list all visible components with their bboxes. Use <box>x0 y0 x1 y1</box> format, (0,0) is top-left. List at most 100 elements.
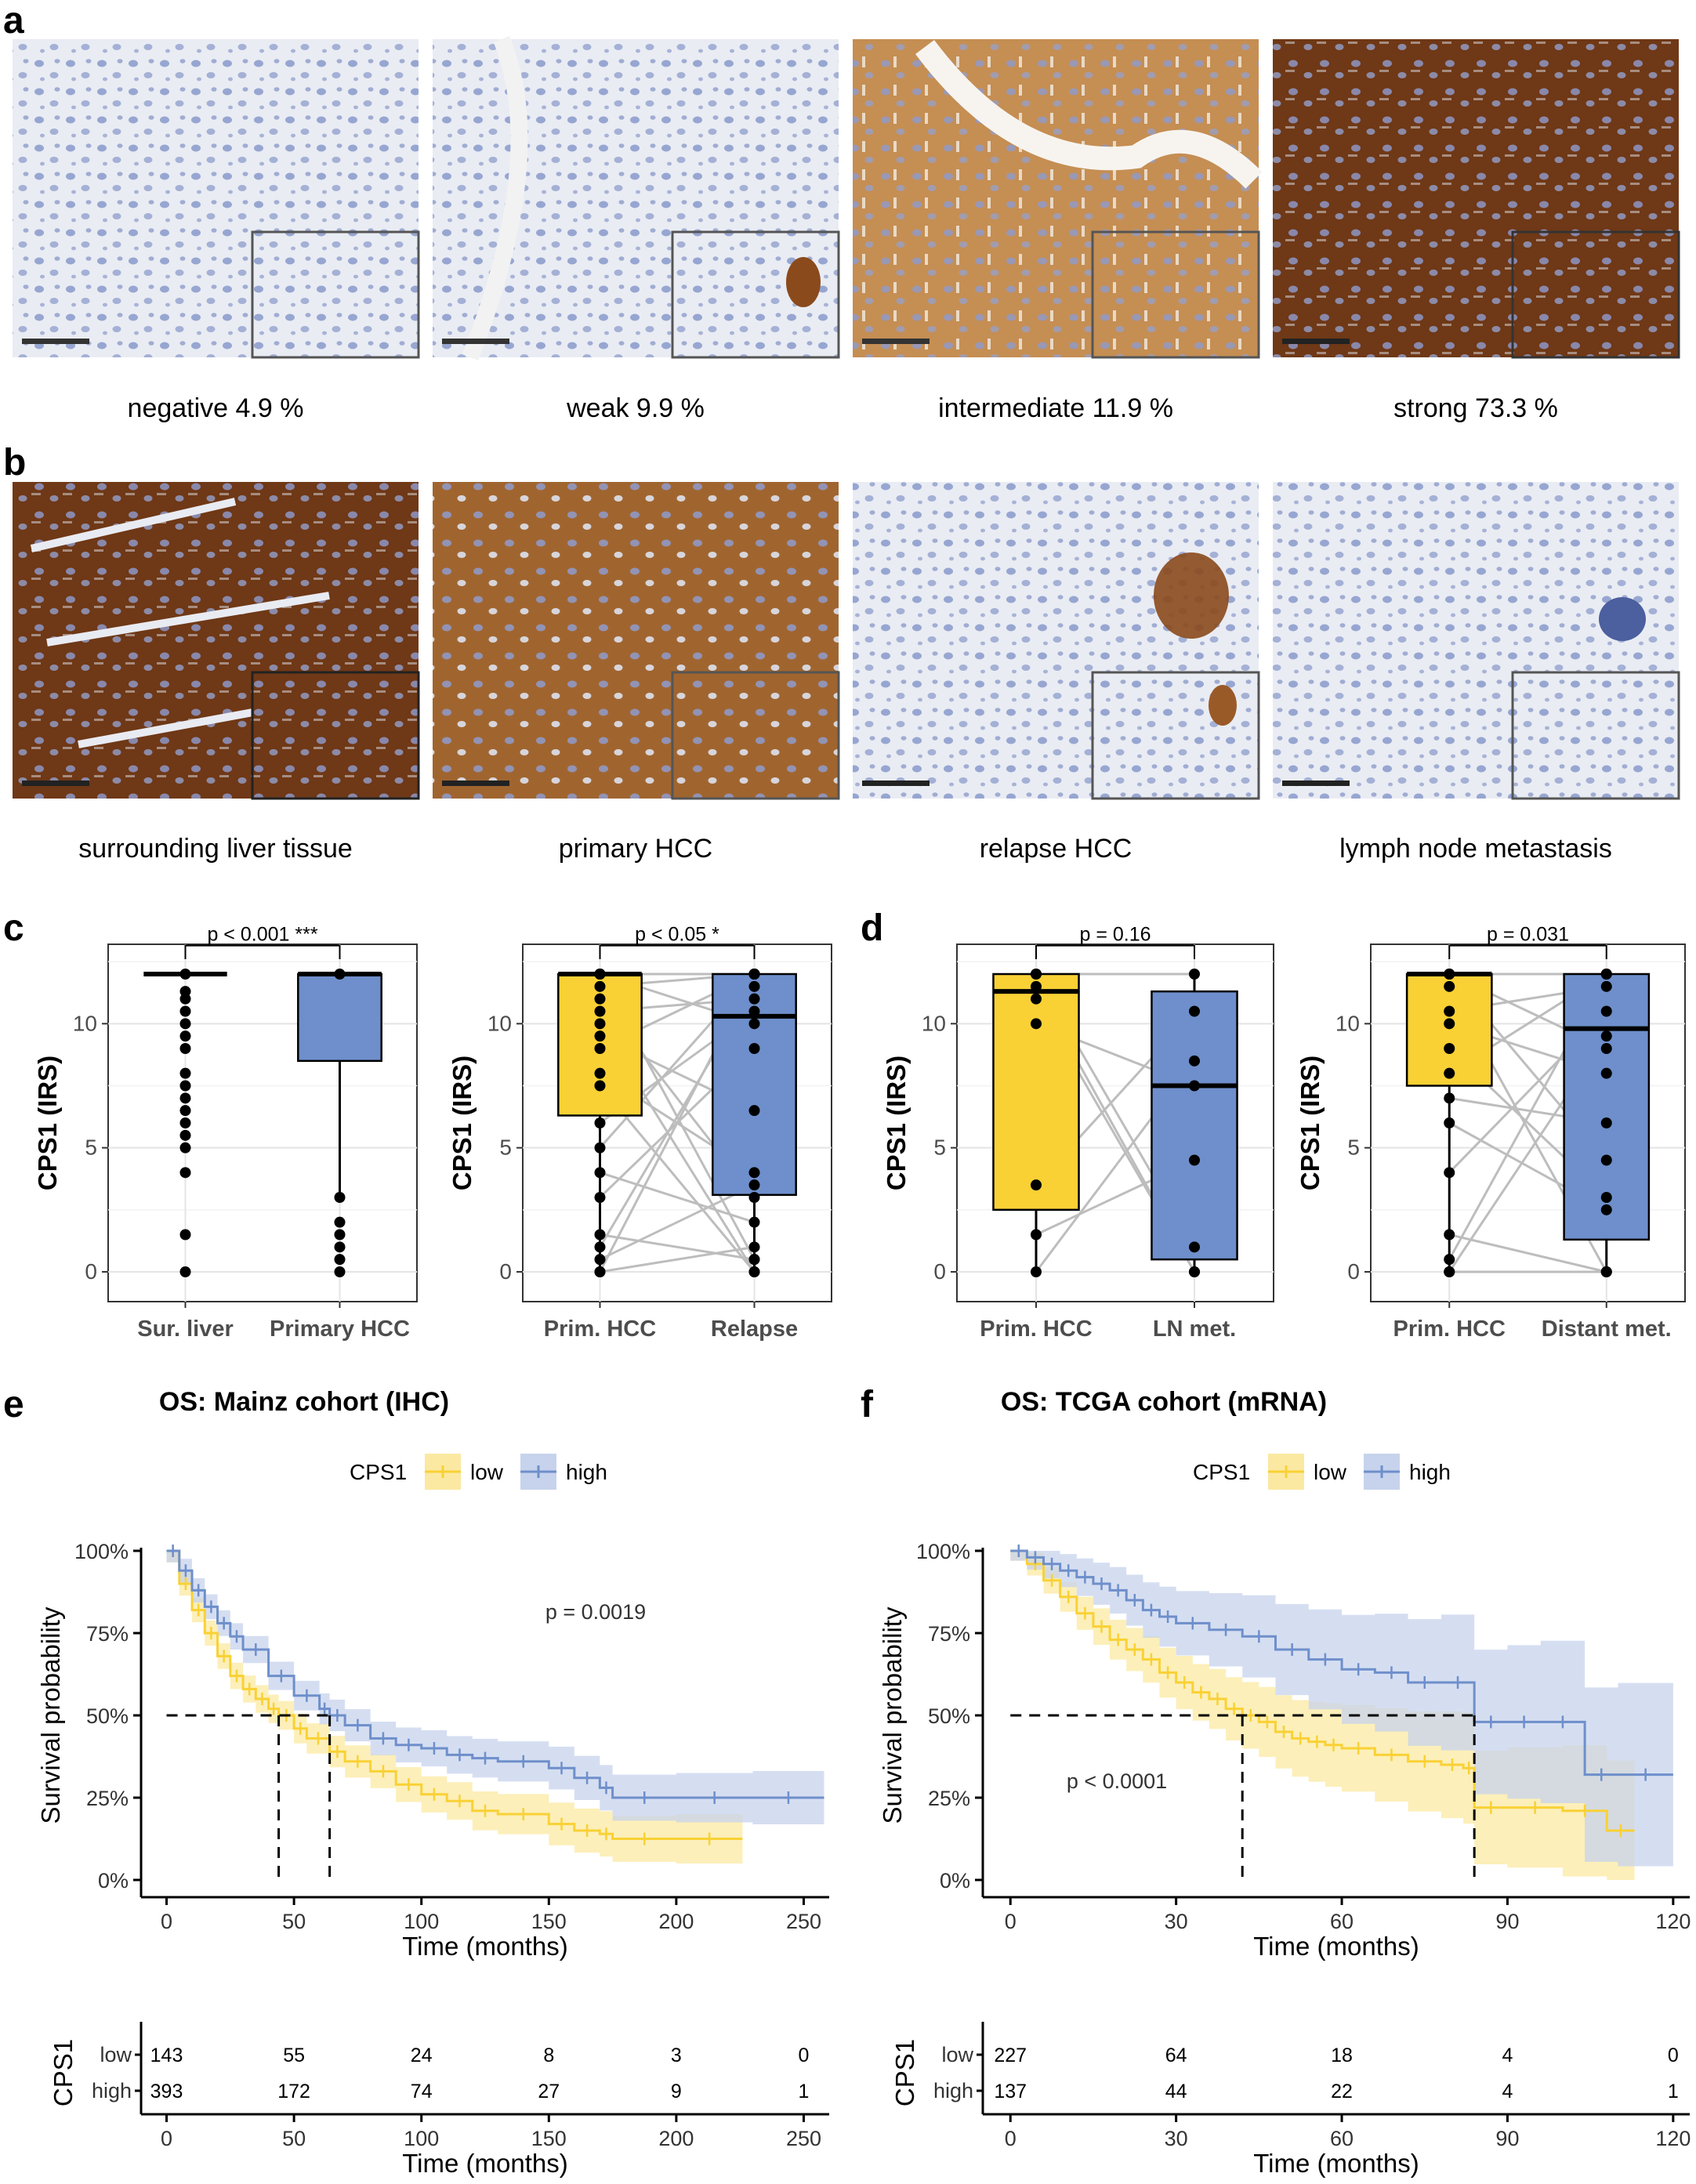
risk-table-title: CPS1 <box>49 2039 78 2106</box>
legend-label-low: low <box>470 1460 504 1484</box>
paired-line <box>600 1233 755 1261</box>
risk-x-tick-label: 100 <box>404 2127 439 2150</box>
censor-mark <box>1096 1620 1107 1633</box>
data-point <box>1600 980 1612 992</box>
censor-mark <box>403 1778 415 1791</box>
panel-label-f: f <box>861 1384 874 1425</box>
data-point <box>594 980 606 992</box>
km-legend: CPS1 low high <box>350 1454 607 1490</box>
data-point <box>748 1043 760 1054</box>
x-tick-label: 30 <box>1165 1910 1188 1933</box>
risk-x-tick-label: 0 <box>161 2127 172 2150</box>
box-ln-met- <box>1151 990 1238 1261</box>
censor-mark <box>1079 1570 1091 1584</box>
y-tick-label: 0 <box>499 1259 512 1284</box>
x-tick-label: 200 <box>658 1910 694 1933</box>
data-point <box>1600 1117 1612 1128</box>
data-point <box>1444 969 1455 980</box>
data-point <box>179 986 191 998</box>
censor-mark <box>1328 1738 1339 1751</box>
data-point <box>1600 1005 1612 1017</box>
km-curve-low <box>166 1549 743 1840</box>
data-point <box>179 1105 191 1117</box>
data-point <box>1600 1030 1612 1042</box>
data-point <box>334 1216 346 1228</box>
data-point <box>748 1018 760 1030</box>
x-tick-label: 60 <box>1330 1910 1354 1933</box>
censor-mark <box>1579 1804 1591 1817</box>
risk-count: 18 <box>1331 2045 1353 2066</box>
caption-negative: negative 4.9 % <box>128 393 304 423</box>
paired-line <box>600 1245 755 1273</box>
censor-mark <box>454 1795 466 1808</box>
data-point <box>594 969 606 980</box>
box-prim-hcc <box>992 972 1080 1212</box>
censor-mark <box>295 1722 306 1735</box>
caption-primary-hcc: primary HCC <box>559 834 712 864</box>
data-point <box>748 1216 760 1228</box>
censor-mark <box>1046 1574 1058 1587</box>
risk-count: 227 <box>994 2045 1027 2066</box>
censor-mark <box>556 1817 567 1831</box>
risk-table-title: CPS1 <box>890 2039 919 2106</box>
significance-bracket <box>1035 944 1195 959</box>
risk-count: 4 <box>1502 2081 1513 2103</box>
censor-mark <box>218 1617 230 1630</box>
censor-mark <box>1261 1715 1273 1729</box>
data-point <box>179 969 191 980</box>
y-tick-label: 100% <box>916 1540 970 1563</box>
x-tick-label: 0 <box>1005 1910 1017 1933</box>
micrograph-intermediate <box>853 39 1263 359</box>
y-tick-label: 5 <box>933 1135 946 1160</box>
x-axis-title: Time (months) <box>1253 1932 1419 1961</box>
censor-mark <box>1485 1801 1497 1814</box>
data-point <box>594 1266 606 1277</box>
data-point <box>594 1192 606 1203</box>
censor-mark <box>1446 1758 1458 1771</box>
data-point <box>1031 1229 1042 1240</box>
x-category-label: Prim. HCC <box>544 1317 656 1342</box>
data-point <box>179 1092 191 1104</box>
censor-mark <box>275 1669 287 1682</box>
significance-bracket <box>1448 944 1607 959</box>
legend-title: CPS1 <box>1193 1460 1250 1484</box>
risk-row-label: low <box>100 2043 132 2066</box>
data-point <box>1189 969 1200 980</box>
x-category-label: LN met. <box>1153 1317 1236 1342</box>
data-point <box>1189 1266 1200 1277</box>
censor-mark <box>454 1748 466 1762</box>
data-point <box>1031 980 1042 992</box>
data-point <box>1600 969 1612 980</box>
data-point <box>179 1229 191 1240</box>
km-curve-high <box>1010 1549 1673 1777</box>
data-point <box>334 1229 346 1240</box>
censor-mark <box>256 1693 268 1705</box>
y-axis-title: Survival probability <box>878 1606 907 1824</box>
y-tick-label: 0% <box>940 1869 970 1892</box>
risk-count: 9 <box>671 2081 682 2103</box>
censor-mark <box>250 1643 262 1656</box>
censor-mark <box>1063 1590 1074 1603</box>
censor-mark <box>1096 1577 1107 1590</box>
censor-mark <box>582 1824 593 1837</box>
caption-lymph-node: lymph node metastasis <box>1339 834 1612 864</box>
censor-mark <box>205 1627 217 1639</box>
risk-count: 393 <box>150 2081 183 2103</box>
y-tick-label: 10 <box>922 1011 946 1035</box>
risk-count: 24 <box>411 2045 433 2066</box>
censor-mark <box>1311 1735 1323 1748</box>
data-point <box>748 1241 760 1253</box>
risk-row-label: high <box>92 2079 132 2103</box>
censor-mark <box>1079 1606 1091 1620</box>
censor-mark <box>1353 1663 1364 1676</box>
data-point <box>1031 993 1042 1005</box>
censor-mark <box>1529 1801 1541 1814</box>
risk-count: 3 <box>671 2045 682 2066</box>
censor-mark <box>205 1600 217 1614</box>
y-axis-title: CPS1 (IRS) <box>33 1056 62 1190</box>
data-point <box>1444 1092 1455 1104</box>
data-point <box>748 1192 760 1203</box>
censor-mark <box>403 1738 415 1751</box>
censor-mark <box>1063 1564 1074 1577</box>
risk-count: 137 <box>994 2081 1027 2103</box>
